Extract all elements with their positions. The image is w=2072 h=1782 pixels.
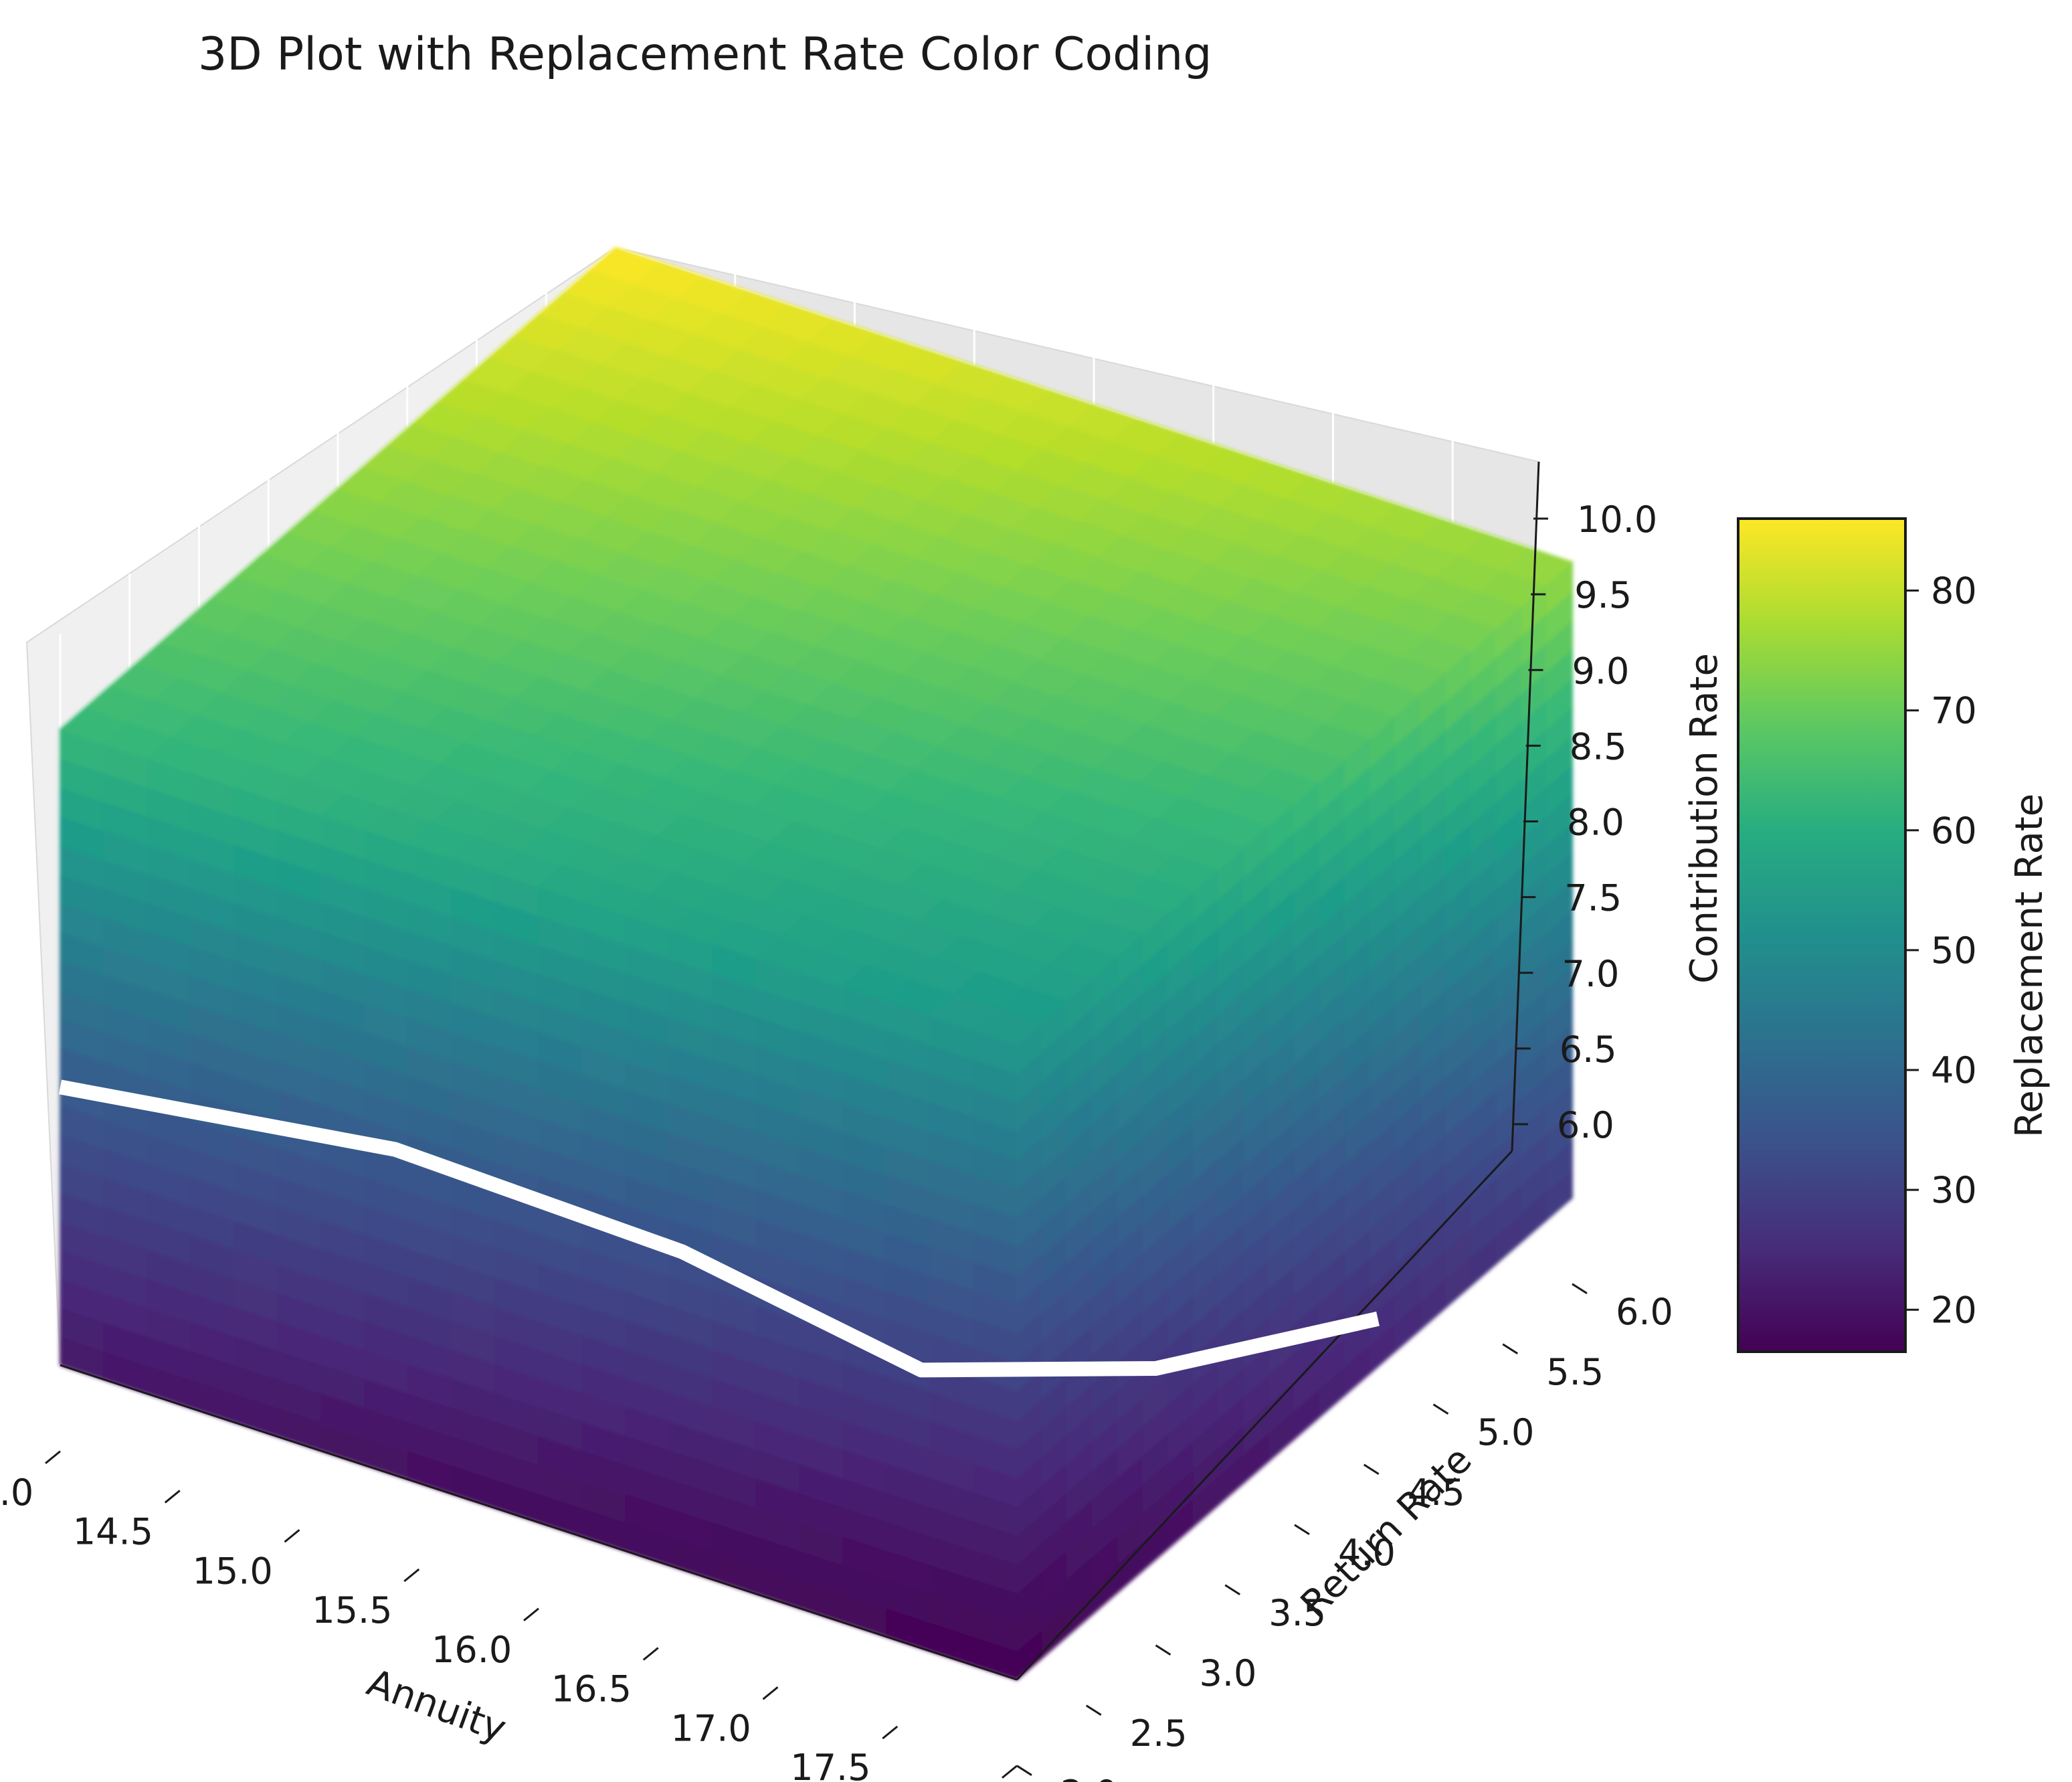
scatter-cloud xyxy=(59,246,1574,1682)
seam-band xyxy=(58,1079,1380,1378)
x-tick-mark xyxy=(284,1529,300,1543)
colorbar-tick-label: 50 xyxy=(1931,929,1977,972)
y-tick-mark xyxy=(1572,1283,1588,1295)
z-tick-label: 8.0 xyxy=(1567,802,1624,844)
z-axis-line xyxy=(1511,461,1540,1152)
data-point xyxy=(1502,547,1574,585)
z-tick-label: 10.0 xyxy=(1577,499,1657,541)
y-tick-mark xyxy=(1432,1403,1449,1415)
y-tick-label: 2.0 xyxy=(1060,1773,1118,1782)
side-face xyxy=(1016,560,1573,1682)
x-tick-mark xyxy=(164,1490,181,1504)
colorbar-tick-label: 20 xyxy=(1931,1289,1977,1331)
y-ticks: 2.0 2.5 3.0 3.5 4.0 4.5 5.0 5.5 6.0 xyxy=(1016,1283,1673,1782)
grid-line xyxy=(129,1390,1087,1707)
x-tick-mark xyxy=(403,1568,420,1583)
colorbar-label: Replacement Rate xyxy=(2008,794,2051,1138)
x-tick-label: 14.5 xyxy=(73,1511,153,1553)
y-tick-mark xyxy=(1224,1584,1241,1596)
x-tick-mark xyxy=(762,1686,779,1700)
y-tick-mark xyxy=(1363,1463,1380,1476)
x-axis-line xyxy=(60,1364,1018,1681)
x-tick-label: 14.0 xyxy=(0,1472,33,1514)
x-tick-label: 15.5 xyxy=(312,1589,392,1631)
x-axis-label: Annuity xyxy=(361,1661,512,1751)
z-tick-label: 6.0 xyxy=(1557,1104,1614,1146)
y-axis-label: Return Rate xyxy=(1293,1438,1481,1626)
y-tick-label: 2.5 xyxy=(1130,1712,1188,1755)
z-tick-label: 9.5 xyxy=(1574,574,1632,616)
colorbar-tick-label: 60 xyxy=(1931,810,1977,852)
x-tick-mark xyxy=(642,1647,659,1661)
y-tick-label: 5.5 xyxy=(1546,1351,1604,1393)
colorbar-tick-label: 70 xyxy=(1931,690,1977,732)
y-tick-mark xyxy=(1502,1343,1519,1355)
y-tick-mark xyxy=(1016,1765,1032,1777)
colorbar-tick-label: 30 xyxy=(1931,1169,1977,1211)
x-tick-label: 16.0 xyxy=(432,1629,512,1671)
colorbar-tick-label: 80 xyxy=(1931,569,1977,612)
z-ticks: 6.0 6.5 7.0 7.5 8.0 8.5 9.0 9.5 10.0 xyxy=(1513,499,1657,1146)
x-tick-label: 15.0 xyxy=(193,1550,273,1592)
x-tick-mark xyxy=(523,1607,539,1621)
x-tick-label: 16.5 xyxy=(551,1668,632,1710)
colorbar: 20 30 40 50 60 70 80 Replacement Rate xyxy=(1737,517,2051,1353)
axis-lines xyxy=(60,461,1540,1681)
x-tick-mark xyxy=(1002,1765,1018,1779)
y-tick-label: 6.0 xyxy=(1616,1291,1673,1333)
front-face xyxy=(60,728,1018,1681)
x-tick-mark xyxy=(45,1450,61,1464)
y-tick-mark xyxy=(1155,1644,1171,1656)
y-tick-mark xyxy=(1294,1524,1310,1536)
y-tick-label: 4.5 xyxy=(1408,1472,1465,1514)
y-tick-mark xyxy=(1085,1704,1102,1716)
z-tick-label: 7.0 xyxy=(1562,953,1620,995)
y-tick-label: 3.0 xyxy=(1200,1652,1257,1694)
z-tick-label: 8.5 xyxy=(1570,725,1627,768)
y-tick-label: 5.0 xyxy=(1477,1411,1535,1453)
y-axis-line xyxy=(1016,1150,1513,1681)
colorbar-gradient xyxy=(1737,517,1907,1353)
colorbar-tick-label: 40 xyxy=(1931,1049,1977,1091)
z-tick-label: 7.5 xyxy=(1564,877,1622,919)
chart-title: 3D Plot with Replacement Rate Color Codi… xyxy=(198,28,1212,81)
x-tick-label: 17.0 xyxy=(671,1707,751,1749)
top-face xyxy=(59,246,1574,1045)
x-tick-label: 17.5 xyxy=(790,1747,870,1782)
z-axis-label: Contribution Rate xyxy=(1683,653,1726,984)
y-tick-label: 3.5 xyxy=(1268,1592,1326,1634)
z-tick-label: 6.5 xyxy=(1560,1029,1617,1071)
y-tick-label: 4.0 xyxy=(1338,1532,1396,1574)
x-ticks: 14.014.515.015.516.016.517.017.518.0 xyxy=(0,1450,1018,1782)
z-tick-label: 9.0 xyxy=(1572,650,1630,692)
colorbar-ticks: 20 30 40 50 60 70 80 xyxy=(1905,569,1977,1331)
x-tick-mark xyxy=(882,1725,899,1740)
